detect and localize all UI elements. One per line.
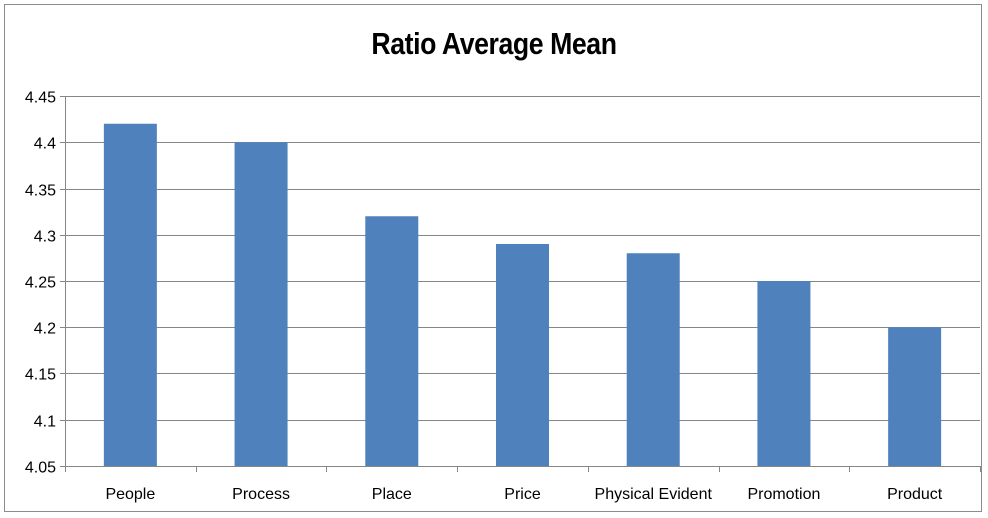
bar — [888, 327, 942, 466]
x-tick-label: Process — [232, 486, 290, 503]
x-tick-label: Product — [887, 486, 943, 503]
x-tick-label: Promotion — [747, 486, 820, 503]
bars — [103, 123, 942, 466]
y-tick-label: 4.45 — [25, 90, 56, 107]
y-tick-label: 4.05 — [25, 460, 56, 477]
y-tick-label: 4.25 — [25, 275, 56, 292]
y-tick-label: 4.15 — [25, 367, 56, 384]
y-tick-label: 4.1 — [34, 414, 56, 431]
y-tick-label: 4.4 — [34, 136, 56, 153]
y-tick-label: 4.2 — [34, 321, 56, 338]
x-tick-label: People — [105, 486, 155, 503]
bar — [496, 244, 549, 466]
bar — [234, 142, 288, 466]
chart-frame — [4, 4, 982, 512]
chart-title: Ratio Average Mean — [371, 26, 617, 61]
bar — [626, 253, 680, 466]
bar — [103, 123, 157, 466]
x-tick-label: Price — [504, 486, 541, 503]
y-tick-label: 4.3 — [34, 229, 56, 246]
x-tick-label: Place — [372, 486, 412, 503]
bar — [757, 281, 811, 466]
tick-labels: 4.05 4.1 4.15 4.2 4.25 4.3 4.35 4.4 4.45 People Pr… — [25, 90, 943, 504]
bar — [365, 216, 419, 466]
y-tick-label: 4.35 — [25, 183, 56, 200]
x-tick-label: Physical Evident — [595, 486, 713, 503]
axes — [60, 96, 981, 472]
